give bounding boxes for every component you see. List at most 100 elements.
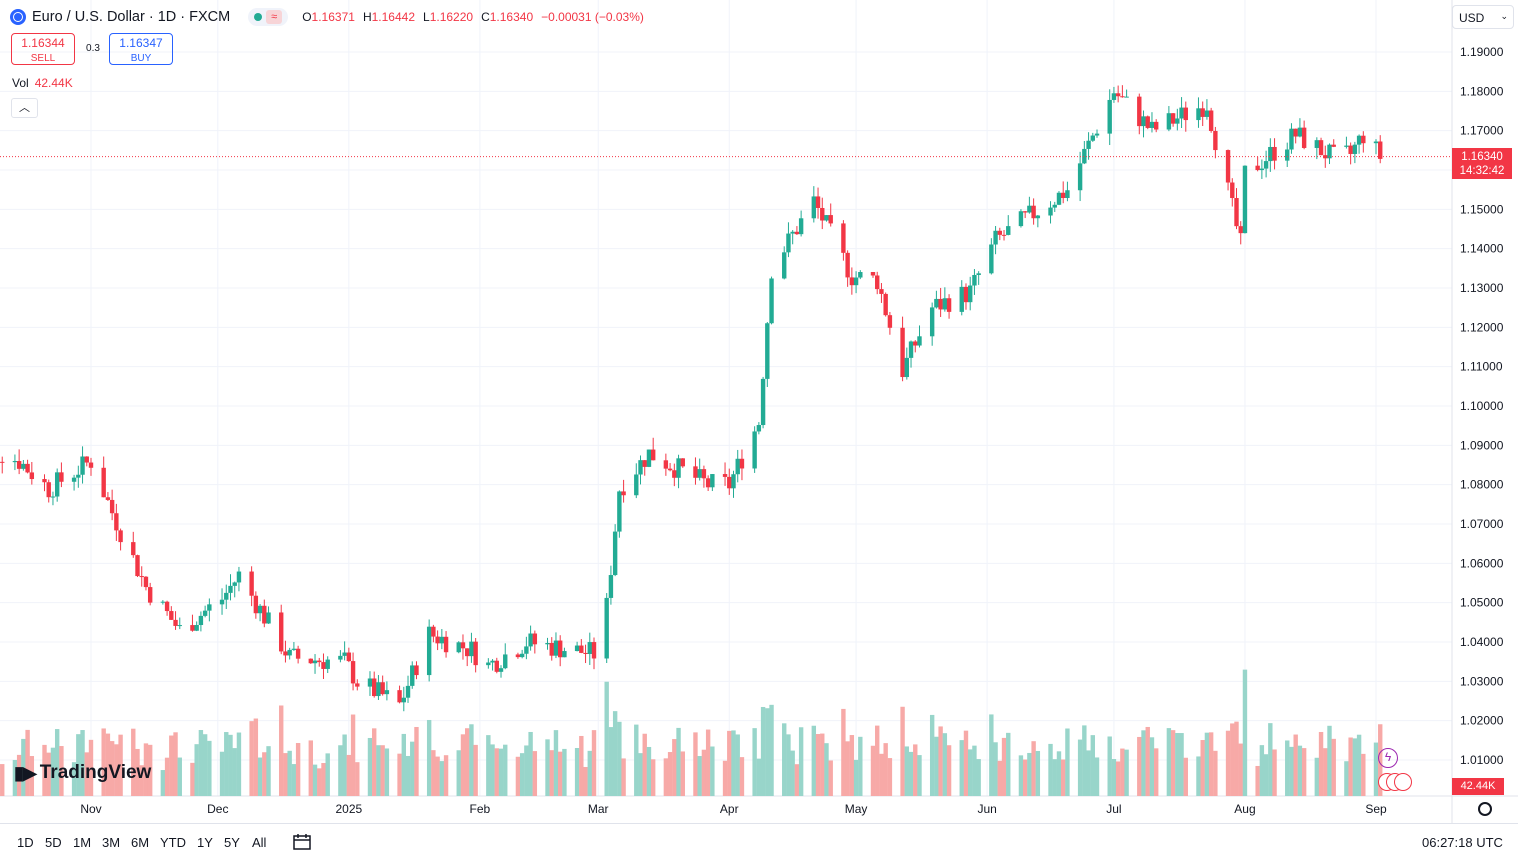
volume-bar	[21, 738, 26, 796]
volume-bar	[71, 762, 77, 796]
volume-bar	[1272, 749, 1277, 796]
volume-bar	[1352, 738, 1358, 796]
y-tick-label: 1.05000	[1460, 596, 1504, 610]
range-5d[interactable]: 5D	[45, 835, 62, 850]
candle-body	[105, 497, 111, 500]
volume-label: Vol	[12, 76, 29, 90]
utc-clock[interactable]: 06:27:18 UTC	[1422, 835, 1503, 850]
volume-legend[interactable]: Vol 42.44K	[12, 76, 73, 90]
candle-body	[1297, 127, 1303, 137]
candle-body	[1272, 146, 1277, 161]
candle-body	[524, 646, 529, 654]
buy-button[interactable]: 1.16347 BUY	[109, 33, 173, 65]
collapse-legend-button[interactable]: ︿	[11, 98, 38, 118]
volume-bar	[1115, 761, 1121, 796]
tv-logo-icon: ▮▶	[14, 762, 37, 783]
volume-bar	[465, 728, 470, 796]
volume-bar	[811, 725, 817, 796]
candle-body	[114, 513, 119, 531]
range-5y[interactable]: 5Y	[224, 835, 240, 850]
symbol-title[interactable]: Euro / U.S. Dollar · 1D · FXCM	[32, 9, 231, 25]
x-tick-label: Mar	[588, 802, 609, 816]
candle-body	[1200, 108, 1205, 117]
range-1m[interactable]: 1M	[73, 835, 92, 850]
currency-selector[interactable]: USD ⌄	[1452, 5, 1514, 29]
candle-body	[232, 582, 237, 586]
volume-bar	[249, 721, 254, 796]
volume-bar	[439, 761, 445, 796]
volume-bar	[426, 719, 432, 796]
volume-bar	[515, 756, 521, 796]
chevron-down-icon: ⌄	[1500, 11, 1508, 21]
x-tick-label: Aug	[1234, 802, 1255, 816]
candle-body	[0, 461, 5, 463]
volume-bar	[934, 736, 939, 796]
range-ytd[interactable]: YTD	[160, 835, 186, 850]
volume-bar	[883, 743, 888, 796]
x-tick-label: Dec	[207, 802, 228, 816]
volume-bar	[1255, 765, 1260, 796]
lightning-icon[interactable]: ϟ	[1378, 748, 1398, 768]
price-chart[interactable]: 1.190001.180001.170001.160001.150001.140…	[0, 0, 1518, 823]
candle-body	[342, 652, 347, 656]
candle-body	[118, 530, 123, 543]
candle-body	[900, 327, 905, 378]
volume-bar	[697, 756, 702, 796]
settings-icon[interactable]	[1478, 802, 1492, 816]
candle-body	[735, 458, 740, 475]
events-flags[interactable]	[1378, 773, 1418, 793]
volume-bar	[1090, 735, 1095, 796]
candle-body	[164, 601, 170, 612]
range-all[interactable]: All	[252, 835, 267, 850]
high-label: H	[362, 10, 372, 24]
candle-body	[1344, 145, 1349, 147]
range-3m[interactable]: 3M	[102, 835, 121, 850]
candle-body	[1022, 211, 1028, 213]
volume-bar	[105, 733, 111, 796]
candle-body	[634, 474, 639, 496]
volume-bar	[372, 728, 377, 796]
candle-body	[84, 456, 89, 463]
candle-body	[705, 478, 711, 488]
range-1y[interactable]: 1Y	[197, 835, 213, 850]
candle-body	[439, 636, 445, 644]
last-price-label: 1.16340 14:32:42	[1452, 148, 1512, 179]
volume-bar	[579, 735, 584, 796]
candle-body	[1153, 121, 1159, 130]
volume-bar	[908, 751, 914, 796]
candle-body	[1301, 127, 1307, 148]
candle-body	[1027, 205, 1032, 213]
candle-body	[972, 274, 977, 286]
candle-body	[1234, 198, 1239, 227]
symbol-header[interactable]: Euro / U.S. Dollar · 1D · FXCM ≈ O1.1637…	[10, 6, 644, 28]
candle-body	[224, 592, 229, 600]
volume-bar	[405, 755, 411, 796]
candle-body	[1225, 150, 1231, 183]
volume-bar	[414, 726, 419, 796]
candle-body	[283, 651, 288, 656]
calendar-icon[interactable]	[292, 833, 312, 851]
volume-bar	[147, 744, 153, 796]
range-6m[interactable]: 6M	[131, 835, 150, 850]
wave-icon: ≈	[266, 10, 283, 24]
volume-bar	[1170, 730, 1176, 796]
sell-button[interactable]: 1.16344 SELL	[11, 33, 75, 65]
volume-bar	[190, 762, 195, 796]
range-1d[interactable]: 1D	[17, 835, 34, 850]
volume-bar	[959, 740, 964, 796]
y-tick-label: 1.07000	[1460, 517, 1504, 531]
volume-axis-badge: 42.44K	[1452, 778, 1504, 795]
candle-body	[650, 449, 656, 461]
volume-bar	[739, 757, 745, 796]
volume-bar	[279, 705, 284, 796]
market-status[interactable]: ≈	[248, 8, 289, 26]
candle-body	[71, 477, 77, 482]
candle-body	[963, 286, 969, 303]
tradingview-logo[interactable]: ▮▶ TradingView	[14, 762, 151, 784]
y-tick-label: 1.14000	[1460, 242, 1504, 256]
candle-body	[587, 642, 592, 654]
volume-bar	[1225, 730, 1231, 796]
volume-bar	[0, 764, 5, 796]
candle-body	[815, 196, 821, 208]
volume-bar	[194, 744, 199, 796]
